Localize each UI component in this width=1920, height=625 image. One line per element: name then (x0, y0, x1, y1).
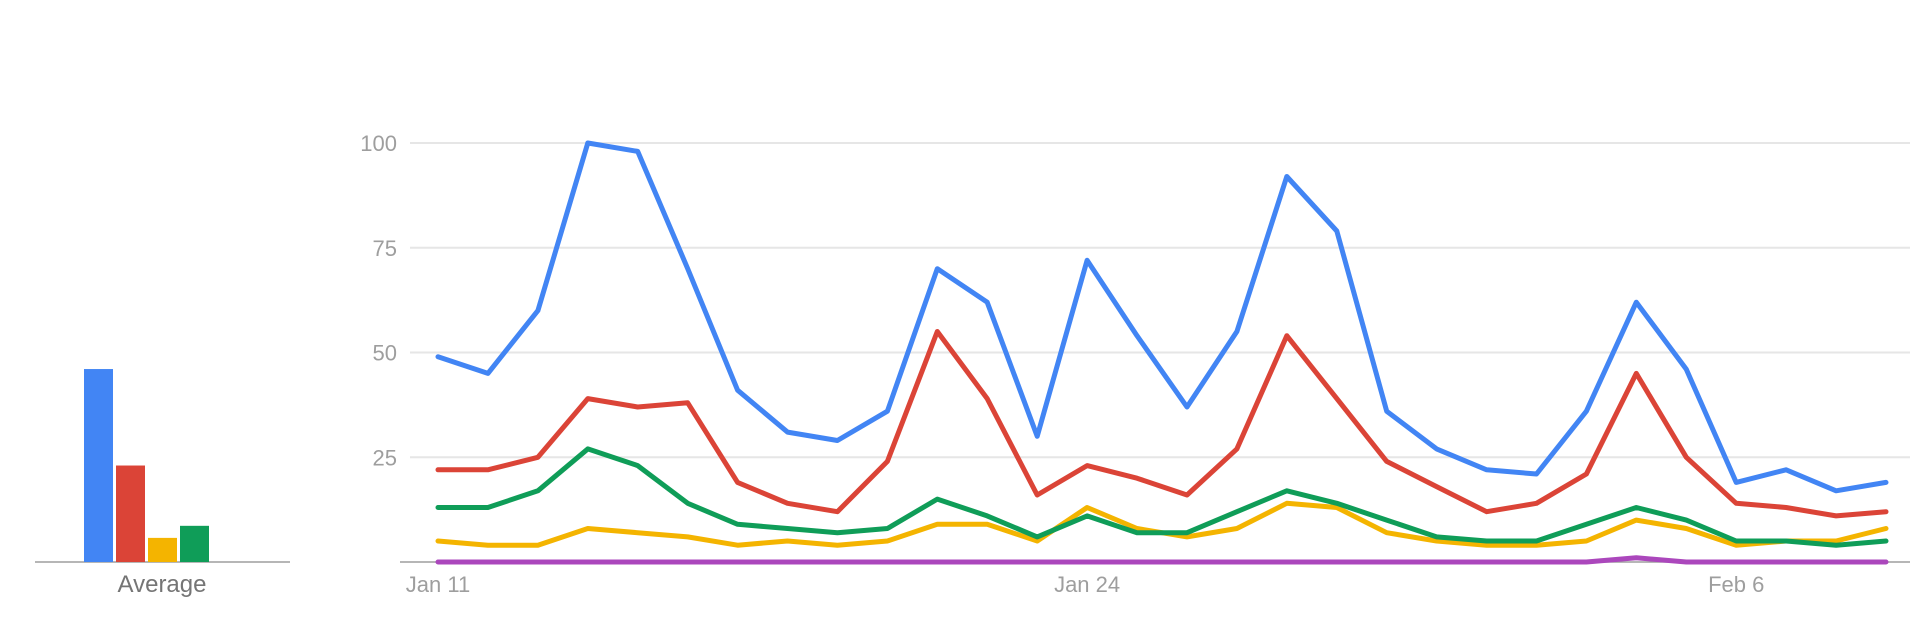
average-bar-s2 (116, 465, 145, 562)
series-line-2 (435, 329, 1889, 519)
x-axis-tick-labels: Jan 11 Jan 24 Feb 6 (406, 572, 1765, 597)
x-tick-label-jan-11: Jan 11 (406, 572, 470, 597)
average-bar-s4 (180, 525, 209, 562)
y-tick-label-25: 25 (373, 445, 397, 470)
y-tick-label-100: 100 (360, 131, 397, 156)
x-tick-label-feb-6: Feb 6 (1708, 572, 1764, 597)
gridlines (410, 142, 1910, 459)
y-axis-tick-labels: 25 50 75 100 (360, 131, 397, 470)
series-line-3 (435, 446, 1889, 548)
y-tick-label-50: 50 (373, 341, 397, 366)
series-line-5 (435, 555, 1889, 565)
average-bars (84, 369, 209, 562)
series-lines (435, 140, 1889, 565)
interest-over-time-panel: 25 50 75 100 Jan 11 Jan 24 Feb 6 (360, 131, 1910, 597)
average-label: Average (118, 571, 207, 598)
average-bar-s1 (84, 369, 113, 562)
x-tick-label-jan-24: Jan 24 (1054, 572, 1120, 597)
average-bar-s3 (148, 537, 177, 562)
y-tick-label-75: 75 (373, 236, 397, 261)
average-bar-panel: Average (35, 369, 290, 598)
series-line-1 (435, 140, 1889, 494)
series-line-4 (435, 500, 1889, 548)
